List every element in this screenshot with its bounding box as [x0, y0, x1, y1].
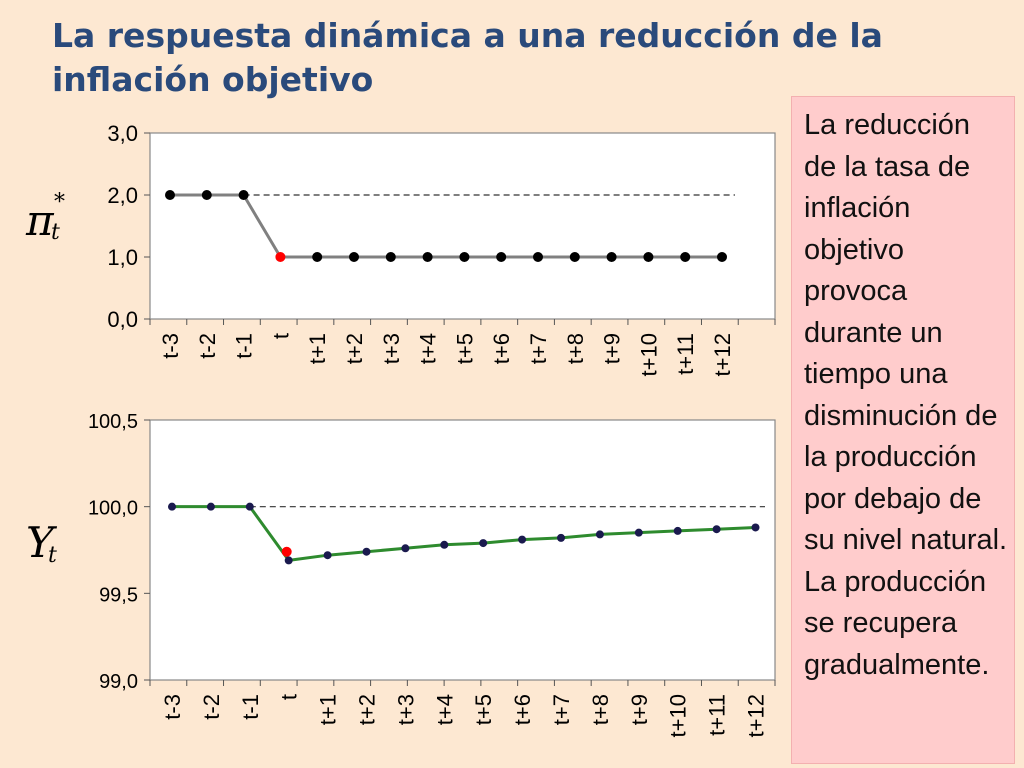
x-tick-label: t-3: [160, 694, 185, 720]
data-point: [440, 540, 449, 549]
x-tick-label: t+6: [489, 333, 514, 364]
x-tick-label: t-2: [199, 694, 224, 720]
data-point: [606, 252, 617, 262]
x-tick-label: t+12: [744, 694, 769, 737]
pi-symbol: π: [26, 196, 54, 245]
x-tick-label: t+2: [355, 694, 380, 725]
x-tick-label: t+3: [379, 333, 404, 364]
y-tick-label: 0,0: [107, 307, 138, 332]
plot-area: [149, 132, 776, 320]
data-point: [680, 252, 691, 262]
data-point: [238, 190, 249, 200]
x-tick-label: t: [268, 333, 293, 339]
x-tick-label: t+12: [710, 333, 735, 376]
x-tick-label: t+9: [600, 333, 625, 364]
x-tick-label: t+8: [563, 333, 588, 364]
x-tick-label: t+10: [666, 694, 691, 737]
x-tick-label: t+9: [627, 694, 652, 725]
data-point: [717, 252, 727, 262]
x-tick-label: t+2: [342, 333, 367, 364]
x-tick-label: t+3: [393, 694, 418, 725]
data-point: [479, 539, 488, 548]
data-point: [496, 252, 507, 262]
data-point: [673, 526, 682, 535]
data-point: [165, 190, 175, 200]
pi-superscript: *: [54, 190, 65, 215]
data-point: [168, 502, 176, 511]
data-point: [385, 252, 396, 262]
plot-area: [149, 419, 776, 681]
highlight-point: [275, 252, 286, 262]
x-tick-label: t-2: [195, 333, 220, 359]
x-tick-label: t+10: [636, 333, 661, 376]
y-subscript: t: [48, 543, 57, 568]
x-tick-label: t+11: [705, 694, 730, 736]
x-tick-label: t+7: [526, 333, 551, 364]
y-tick-label: 99,0: [99, 671, 138, 693]
series-line: [172, 505, 756, 563]
x-tick-label: t+5: [452, 333, 477, 364]
x-tick-label: t+6: [510, 694, 535, 725]
x-tick-label: t+7: [549, 694, 574, 725]
data-point: [518, 535, 527, 544]
y-tick-label: 100,5: [88, 411, 138, 433]
data-point: [557, 533, 565, 542]
data-point: [245, 502, 254, 511]
data-point: [206, 502, 215, 511]
highlight-point: [281, 546, 292, 557]
data-point: [362, 547, 371, 556]
data-point: [712, 525, 721, 534]
data-point: [751, 523, 760, 532]
x-tick-label: t-1: [232, 333, 257, 359]
data-point: [284, 556, 293, 565]
x-tick-label: t+4: [416, 333, 441, 364]
x-tick-label: t-1: [238, 694, 263, 720]
x-tick-label: t+5: [471, 694, 496, 725]
x-tick-label: t: [277, 694, 302, 700]
x-tick-label: t+1: [316, 694, 341, 725]
inflation-target-chart: 0,0 1,0 2,0 3,0 t-3 t-2 t-1 t t+1 t+2 t+3 t+4 t+5 t+6…: [107, 121, 776, 376]
data-point: [459, 252, 470, 262]
explanation-text: La reducción de la tasa de inflación obj…: [804, 109, 1008, 681]
y-tick-label: 2,0: [107, 183, 138, 208]
y-tick-label: 100,0: [88, 498, 138, 520]
x-tick-label: t-3: [158, 333, 183, 359]
data-point: [422, 252, 433, 262]
x-tick-label: t+4: [432, 694, 457, 725]
data-point: [312, 252, 323, 262]
x-tick-label: t+1: [305, 333, 330, 364]
data-point: [349, 252, 359, 262]
y-tick-label: 1,0: [107, 245, 138, 270]
y-tick-label: 99,5: [99, 584, 138, 606]
data-point: [634, 528, 643, 537]
x-tick-label: t+8: [588, 694, 613, 725]
output-chart: 99,0 99,5 100,0 100,5 t-3 t-2 t-1 t t+1 t+2 t+3 t+4…: [88, 411, 776, 737]
data-point: [401, 544, 410, 553]
y-tick-label: 3,0: [107, 121, 138, 146]
data-point: [201, 190, 212, 200]
series-line: [170, 193, 722, 259]
explanation-box: La reducción de la tasa de inflación obj…: [791, 96, 1015, 764]
data-point: [533, 252, 543, 262]
pi-subscript: t: [51, 220, 60, 245]
y-symbol: Y: [26, 518, 54, 567]
x-tick-label: t+11: [673, 333, 698, 375]
data-point: [323, 551, 332, 560]
data-point: [569, 252, 580, 262]
slide-title: La respuesta dinámica a una reducción de…: [52, 16, 883, 99]
data-point: [643, 252, 654, 262]
data-point: [595, 530, 604, 539]
